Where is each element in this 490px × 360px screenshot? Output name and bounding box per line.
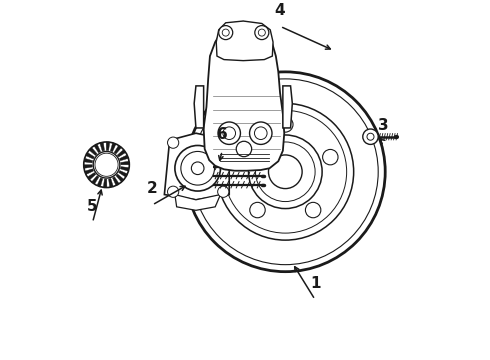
Polygon shape <box>283 86 293 128</box>
Polygon shape <box>194 86 204 128</box>
Circle shape <box>269 155 302 189</box>
Polygon shape <box>204 22 284 171</box>
Circle shape <box>102 160 111 169</box>
Text: 4: 4 <box>275 3 285 18</box>
Text: 2: 2 <box>147 181 157 196</box>
Polygon shape <box>97 178 103 187</box>
Circle shape <box>168 137 179 148</box>
Polygon shape <box>92 176 99 184</box>
Circle shape <box>168 186 179 197</box>
Text: 1: 1 <box>310 276 320 291</box>
Polygon shape <box>84 165 92 168</box>
Circle shape <box>367 133 374 140</box>
Circle shape <box>233 149 248 165</box>
Circle shape <box>222 29 229 36</box>
Circle shape <box>218 186 229 197</box>
Text: 6: 6 <box>217 127 227 142</box>
Polygon shape <box>85 169 94 175</box>
Circle shape <box>305 202 321 218</box>
Circle shape <box>363 129 378 144</box>
Polygon shape <box>103 179 107 188</box>
Circle shape <box>255 26 269 40</box>
Polygon shape <box>114 145 122 154</box>
Circle shape <box>223 127 236 140</box>
Polygon shape <box>117 150 126 157</box>
Polygon shape <box>110 143 116 152</box>
Polygon shape <box>121 161 129 165</box>
Polygon shape <box>116 174 124 182</box>
Circle shape <box>236 141 252 157</box>
Polygon shape <box>119 171 127 177</box>
Text: 5: 5 <box>87 199 98 214</box>
Circle shape <box>322 149 338 165</box>
Polygon shape <box>89 148 97 156</box>
Circle shape <box>95 153 118 176</box>
Polygon shape <box>216 21 273 60</box>
Circle shape <box>248 135 322 208</box>
Polygon shape <box>175 194 220 210</box>
Circle shape <box>175 145 220 191</box>
Circle shape <box>258 29 265 36</box>
Polygon shape <box>106 142 110 150</box>
Circle shape <box>84 142 129 188</box>
Polygon shape <box>121 167 129 171</box>
Polygon shape <box>120 155 128 161</box>
Polygon shape <box>94 144 100 153</box>
Polygon shape <box>100 142 104 151</box>
Circle shape <box>192 162 204 175</box>
Circle shape <box>93 152 120 178</box>
Circle shape <box>185 72 385 272</box>
Circle shape <box>278 117 293 132</box>
Circle shape <box>219 26 233 40</box>
Polygon shape <box>86 152 95 159</box>
Polygon shape <box>84 158 93 163</box>
Circle shape <box>254 127 267 140</box>
Polygon shape <box>87 172 96 180</box>
Text: 3: 3 <box>378 118 389 133</box>
Polygon shape <box>109 179 113 187</box>
Circle shape <box>250 202 265 218</box>
Polygon shape <box>164 133 229 200</box>
Circle shape <box>218 122 241 144</box>
Circle shape <box>181 152 215 185</box>
Circle shape <box>217 103 354 240</box>
Circle shape <box>218 137 229 148</box>
Circle shape <box>249 122 272 144</box>
Polygon shape <box>113 177 119 185</box>
